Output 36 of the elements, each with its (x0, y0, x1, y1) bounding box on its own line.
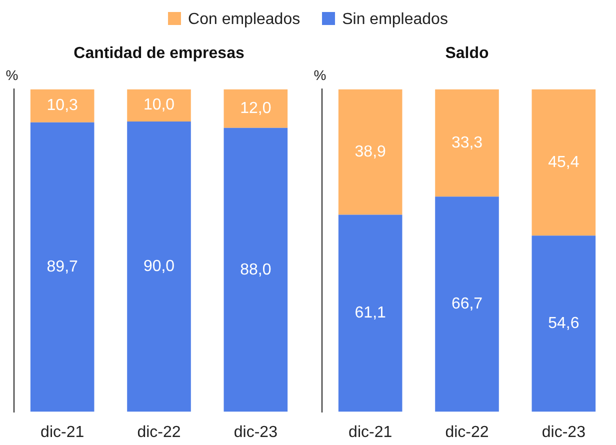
bar (532, 89, 596, 236)
bar (435, 196, 499, 412)
bar (224, 89, 288, 128)
x-tick-label: dic-23 (542, 424, 586, 441)
bar (30, 89, 94, 122)
bar (30, 122, 94, 412)
x-tick-label: dic-22 (137, 424, 181, 441)
data-label: 45,4 (548, 154, 580, 171)
data-label: 61,1 (354, 304, 386, 322)
bar (435, 89, 499, 197)
bar (338, 214, 402, 412)
data-label: 12,0 (240, 100, 272, 117)
data-label: 88,0 (240, 261, 272, 278)
y-axis-title: % (6, 67, 18, 84)
bar (127, 89, 191, 122)
bar (224, 128, 288, 412)
data-label: 90,0 (143, 258, 175, 276)
data-label: 38,9 (354, 143, 386, 160)
data-label: 89,7 (46, 258, 78, 276)
legend-label: Sin empleados (341, 11, 448, 29)
x-tick-label: dic-21 (348, 424, 392, 441)
bar (338, 89, 402, 215)
y-axis-title: % (314, 67, 326, 84)
x-tick-label: dic-21 (40, 424, 84, 441)
x-tick-label: dic-22 (445, 424, 489, 441)
bar (532, 236, 596, 412)
data-label: 33,3 (451, 134, 483, 152)
x-tick-label: dic-23 (234, 424, 278, 441)
bar (127, 121, 191, 412)
chart-title: Cantidad de empresas (74, 45, 244, 62)
data-label: 66,7 (451, 296, 483, 313)
data-label: 10,0 (143, 96, 175, 114)
legend-label: Con empleados (187, 11, 300, 29)
chart-title: Saldo (445, 45, 490, 62)
data-label: 54,6 (548, 315, 580, 332)
data-label: 10,3 (46, 97, 78, 114)
